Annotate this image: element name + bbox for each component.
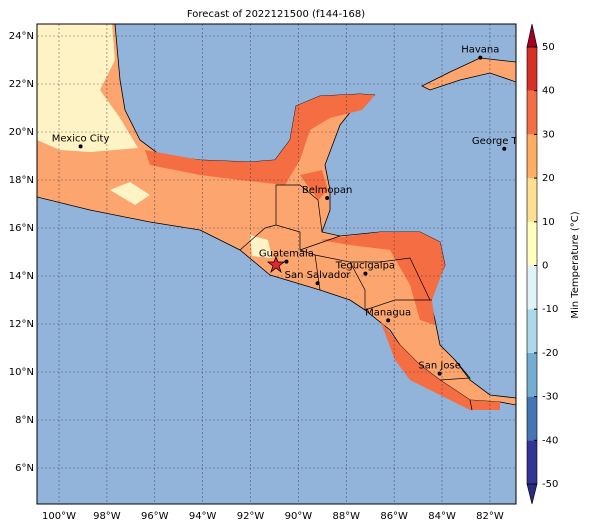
x-tick-label: 94°W [189, 511, 217, 522]
x-tick-label: 86°W [380, 511, 408, 522]
colorbar-tick-label: -10 [542, 304, 558, 315]
city-dot [386, 318, 391, 323]
colorbar-tick-label: 30 [542, 129, 555, 140]
city-dot [363, 271, 368, 276]
colorbar-tick-label: 50 [542, 42, 555, 53]
colorbar-segment [527, 396, 537, 441]
city-label: Mexico City [52, 133, 110, 144]
city-dot [325, 196, 330, 200]
x-tick-label: 88°W [332, 511, 360, 522]
land-warm [145, 94, 500, 410]
colorbar-over [526, 23, 538, 48]
city-label: George Town [472, 136, 537, 147]
colorbar-tick-label: -20 [542, 348, 558, 359]
y-tick-label: 14°N [9, 271, 34, 282]
city-dot [315, 281, 320, 286]
star-marker [266, 255, 286, 274]
city-dot [502, 146, 507, 151]
city-label: Havana [461, 45, 499, 56]
x-tick-label: 82°W [476, 511, 504, 522]
colorbar-segment [527, 440, 537, 484]
cuba [421, 57, 516, 91]
map-area: Mexico City Havana George Town Belmopan Guat… [37, 24, 537, 504]
colorbar-segment [527, 352, 537, 397]
axes-frame [36, 23, 517, 505]
y-tick-label: 10°N [9, 367, 34, 378]
colorbar-segment [527, 178, 537, 222]
colorbar-tick-label: 20 [542, 173, 555, 184]
y-tick-label: 18°N [9, 175, 34, 186]
y-tick-label: 22°N [9, 79, 34, 90]
colorbar-label: Min Temperature (°C) [570, 211, 581, 318]
city-label: Tegucigalpa [335, 261, 395, 272]
colorbar-segment [527, 265, 537, 310]
colorbar-tick-label: -30 [542, 392, 558, 403]
colorbar-tick-label: 10 [542, 217, 555, 228]
y-tick-label: 12°N [9, 319, 34, 330]
city-dot [478, 55, 483, 60]
colorbar-tick-label: -40 [542, 435, 558, 446]
colorbar-segment [527, 309, 537, 353]
y-tick-label: 24°N [9, 31, 34, 42]
x-tick-label: 100°W [42, 511, 76, 522]
colorbar-tick-label: 0 [542, 261, 548, 272]
city-label: San Salvador [285, 270, 352, 281]
colorbar-segment [527, 134, 537, 179]
y-tick-label: 20°N [9, 127, 34, 138]
land-cool [37, 24, 272, 258]
x-tick-label: 92°W [237, 511, 265, 522]
x-tick-label: 98°W [93, 511, 121, 522]
y-tick-label: 8°N [15, 415, 34, 426]
title: Forecast of 2022121500 (f144-168) [187, 9, 365, 20]
y-tick-label: 16°N [9, 223, 34, 234]
x-tick-label: 84°W [428, 511, 456, 522]
colorbar-tick-label: -50 [542, 479, 558, 490]
colorbar-segment [527, 221, 537, 266]
city-dot [78, 144, 83, 149]
colorbar-under [526, 483, 538, 505]
y-tick-label: 6°N [15, 463, 34, 474]
city-dot [284, 259, 289, 264]
city-dot [437, 371, 442, 376]
city-label: San Jose [418, 361, 460, 372]
colorbar-segment [527, 90, 537, 135]
colorbar-segment [527, 47, 537, 91]
x-tick-label: 90°W [285, 511, 313, 522]
colorbar-tick-label: 40 [542, 86, 555, 97]
city-label: Managua [365, 307, 411, 318]
x-tick-label: 96°W [141, 511, 169, 522]
city-label: Belmopan [302, 185, 352, 196]
city-label: Guatemala [259, 249, 314, 260]
